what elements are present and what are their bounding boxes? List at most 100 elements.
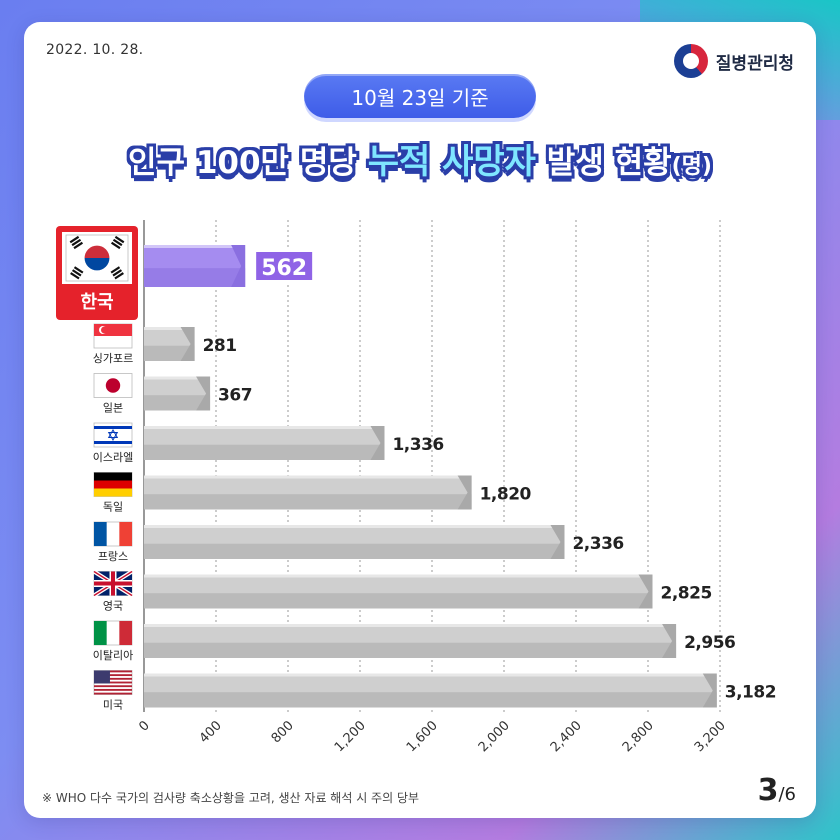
category-label: 영국 xyxy=(103,600,123,613)
bar-row: 562 한국 xyxy=(56,226,315,320)
trigram-bar xyxy=(73,266,84,274)
us-stripe xyxy=(94,688,132,691)
bar-row: 2,825 영국 xyxy=(92,569,712,613)
bar-shade xyxy=(144,642,677,658)
bar-shade xyxy=(144,692,717,708)
bar-highlight xyxy=(144,327,195,330)
bar-end-bevel xyxy=(662,624,677,658)
category-label: 독일 xyxy=(103,500,123,514)
x-tick-label: 2,000 xyxy=(476,718,513,755)
us-stripe xyxy=(94,670,132,673)
bar-end-bevel xyxy=(370,426,385,460)
category-label: 프랑스 xyxy=(98,550,128,563)
de-black xyxy=(94,472,132,481)
it-red xyxy=(119,621,132,645)
chart-title: 인구 100만 명당 누적 사망자 발생 현황(명) xyxy=(24,134,816,183)
page-indicator: 3/6 xyxy=(758,773,796,808)
bar-row: 3,182 미국 xyxy=(93,670,777,712)
title-emphasis: 누적 사망자 xyxy=(367,142,536,182)
trigram-bar xyxy=(73,241,84,250)
sg-moon-cut xyxy=(101,326,108,334)
category-label: 이탈리아 xyxy=(93,649,133,662)
it-green xyxy=(94,621,107,645)
bar-row: 281 싱가포르 xyxy=(93,323,237,365)
bar-row: 367 일본 xyxy=(93,373,253,415)
trigram-bar xyxy=(69,235,80,244)
us-stripe xyxy=(94,681,132,684)
bar-highlight xyxy=(144,673,717,677)
bar-shade xyxy=(144,345,195,361)
bar-chart: 0 400 800 1,200 1,600 2,000 2,400 2,800 3,200 562… xyxy=(56,220,777,755)
bar-end-bevel xyxy=(638,574,653,609)
us-stripe xyxy=(94,685,132,688)
x-tick-label: 1,600 xyxy=(404,718,441,755)
trigram-bar xyxy=(114,235,125,244)
x-tick-label: 3,200 xyxy=(692,718,729,755)
bar-highlight xyxy=(144,245,246,248)
bar-row: 2,336 프랑스 xyxy=(93,521,624,563)
value-label: 1,336 xyxy=(392,435,443,455)
bar-highlight xyxy=(144,574,653,578)
bar-row: 1,820 독일 xyxy=(93,472,532,514)
bar-shade xyxy=(144,494,472,510)
us-stripe xyxy=(94,677,132,680)
us-stripe xyxy=(94,674,132,677)
title-unit: (명) xyxy=(671,154,712,179)
bar-end-bevel xyxy=(196,376,211,411)
de-gold xyxy=(94,488,132,497)
trigram-bar xyxy=(110,266,121,274)
title-suffix: 발생 현황 xyxy=(546,145,672,181)
bar-shade xyxy=(144,395,211,411)
trigram-bar xyxy=(71,238,82,247)
agency-logo: 질병관리청 xyxy=(673,44,794,78)
bar-shade xyxy=(144,444,385,460)
bar-highlight xyxy=(144,426,385,429)
page-current: 3 xyxy=(757,773,779,808)
bar-shade xyxy=(144,593,653,609)
bar-end-bevel xyxy=(231,245,246,287)
fr-blue xyxy=(94,522,107,546)
value-label: 3,182 xyxy=(725,683,776,703)
il-star-b xyxy=(107,432,119,442)
trigram-bar xyxy=(71,269,82,277)
x-tick-label: 400 xyxy=(197,718,225,746)
bar-row: 1,336 이스라엘 xyxy=(93,422,444,464)
x-tick-label: 2,800 xyxy=(620,718,657,755)
il-star-a xyxy=(107,428,119,438)
value-label: 1,820 xyxy=(480,485,532,505)
bar-end-bevel xyxy=(457,475,472,510)
kdca-logo-icon xyxy=(673,44,708,78)
value-label: 562 xyxy=(261,256,307,281)
bar-highlight xyxy=(144,376,211,380)
de-red xyxy=(94,480,132,489)
trigram-bar xyxy=(114,272,124,280)
bar-shade xyxy=(144,543,565,559)
jp-sun xyxy=(105,378,121,393)
value-label: 367 xyxy=(218,386,252,406)
us-stripe xyxy=(94,692,132,695)
infographic-card: 2022. 10. 28. 질병관리청 10월 23일 기준 인구 100만 명… xyxy=(24,22,816,818)
publish-date: 2022. 10. 28. xyxy=(46,42,144,58)
uk-cross-rh xyxy=(94,581,132,586)
bar-end-bevel xyxy=(180,327,195,361)
bar-highlight xyxy=(144,624,677,627)
taegeuk-blue xyxy=(84,258,110,271)
trigram-bar xyxy=(70,272,80,280)
category-label: 이스라엘 xyxy=(93,451,133,464)
value-label: 2,336 xyxy=(572,534,623,554)
bar-end-bevel xyxy=(702,673,717,708)
reference-date-badge: 10월 23일 기준 xyxy=(304,74,536,118)
value-label: 2,956 xyxy=(684,633,735,653)
category-label: 싱가포르 xyxy=(93,352,133,365)
il-stripe-bottom xyxy=(94,441,132,444)
fr-red xyxy=(119,522,132,546)
taegeuk-red xyxy=(84,245,110,258)
value-label-box xyxy=(254,250,315,282)
trigram-bar xyxy=(110,241,121,250)
category-label: 일본 xyxy=(103,401,123,415)
value-label: 2,825 xyxy=(661,584,712,604)
bar-end-bevel xyxy=(550,525,565,559)
bar-row: 2,956 이탈리아 xyxy=(93,620,736,662)
trigram-bar xyxy=(112,269,123,277)
x-tick-label: 0 xyxy=(136,718,152,734)
